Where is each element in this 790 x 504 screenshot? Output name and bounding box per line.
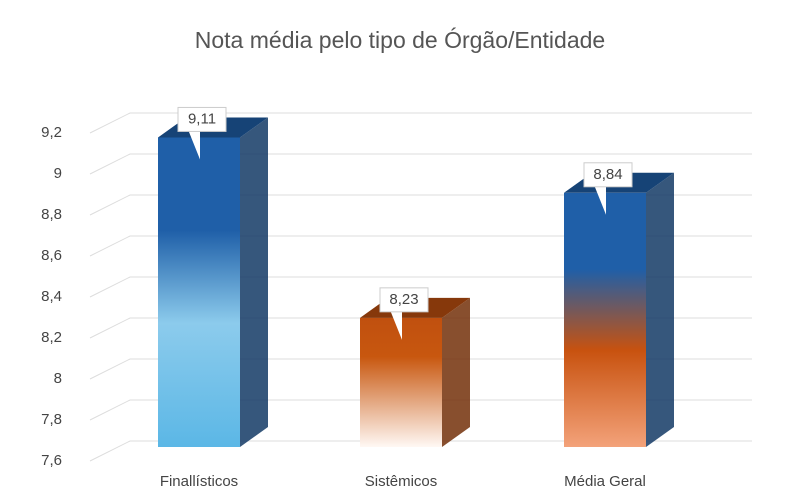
callout-box xyxy=(583,162,633,188)
bar-side xyxy=(442,297,470,447)
y-tick-label: 8,6 xyxy=(41,247,62,264)
grid-line xyxy=(89,317,131,339)
data-label: 8,84 xyxy=(593,166,622,183)
x-tick-label: Finallísticos xyxy=(160,473,238,490)
data-label: 9,11 xyxy=(188,110,216,127)
grid-line xyxy=(89,153,131,175)
callout-box xyxy=(177,106,227,132)
bar xyxy=(158,137,240,447)
callout-box xyxy=(379,287,429,313)
callout-pointer xyxy=(390,309,402,340)
x-tick-label: Média Geral xyxy=(564,473,646,490)
grid-line xyxy=(89,194,131,216)
y-tick-label: 8,8 xyxy=(41,206,62,223)
y-tick-label: 8,4 xyxy=(41,288,62,305)
grid-line xyxy=(89,358,131,380)
chart-title: Nota média pelo tipo de Órgão/Entidade xyxy=(195,27,605,53)
grid-line xyxy=(89,112,131,134)
grid-line xyxy=(89,235,131,257)
callout-pointer xyxy=(594,184,606,215)
grid-line xyxy=(89,399,131,421)
callout-pointer xyxy=(188,129,200,160)
data-label: 8,23 xyxy=(389,291,418,308)
y-tick-label: 7,6 xyxy=(41,452,62,469)
bar xyxy=(360,317,442,447)
y-tick-label: 8,2 xyxy=(41,329,62,346)
x-tick-label: Sistêmicos xyxy=(365,473,438,490)
bar xyxy=(564,192,646,447)
grid-line xyxy=(89,276,131,298)
y-tick-label: 9 xyxy=(54,165,62,182)
bar-side xyxy=(646,172,674,448)
y-tick-label: 9,2 xyxy=(41,124,62,141)
y-tick-label: 8 xyxy=(54,370,62,387)
grid-line xyxy=(89,440,131,462)
bar-side xyxy=(240,117,268,447)
y-tick-label: 7,8 xyxy=(41,411,62,428)
